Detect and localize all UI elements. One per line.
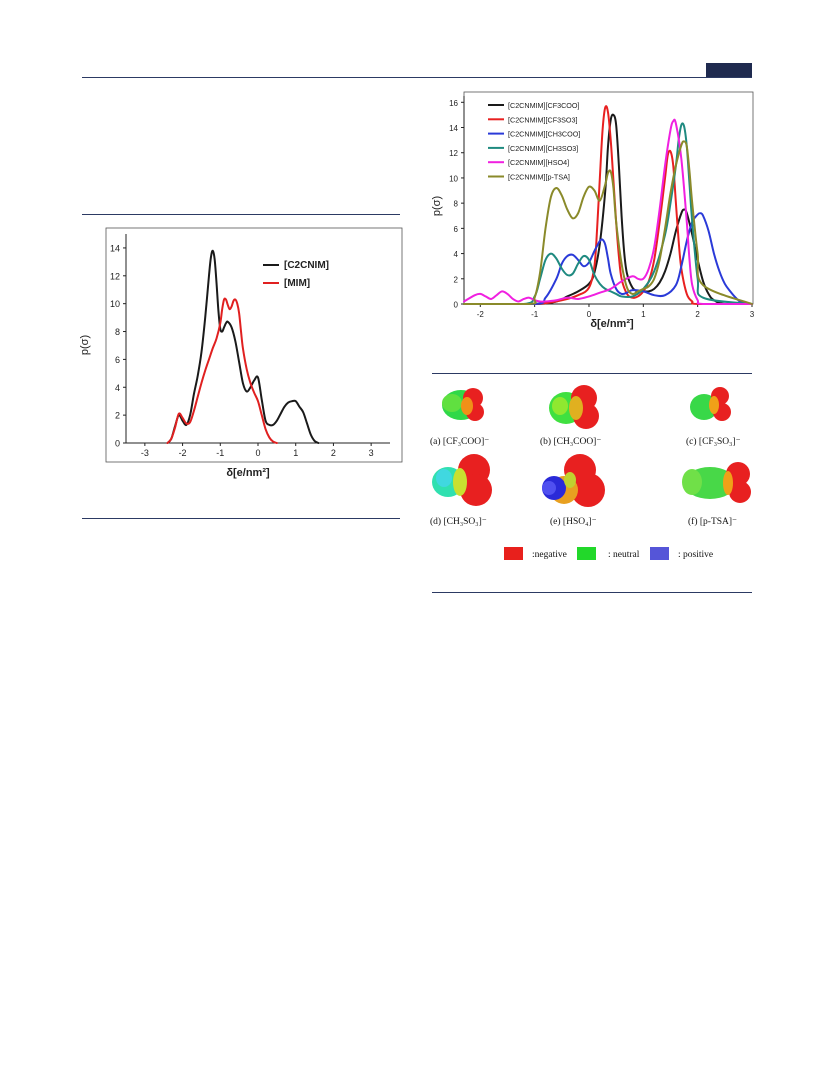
molecule-label-c: (c) [CF₃SO₃]⁻: [686, 436, 741, 447]
series-line-4: [463, 118, 753, 305]
x-axis-label: δ[e/nm²]: [226, 467, 270, 479]
x-tick-label: 3: [750, 310, 755, 319]
chart-frame: [105, 227, 403, 463]
molecule-label-f: (f) [p-TSA]⁻: [688, 516, 737, 527]
y-tick-label: 12: [449, 149, 458, 158]
y-tick-label: 2: [115, 411, 120, 421]
molecule-label-d: (d) [CH₃SO₃]⁻: [430, 516, 487, 527]
x-tick-label: 1: [293, 448, 298, 458]
legend-label-positive: : positive: [678, 550, 713, 560]
y-tick-label: 14: [110, 243, 120, 253]
y-tick-label: 8: [454, 200, 459, 209]
series-line-5: [463, 140, 753, 305]
x-tick-label: -2: [477, 310, 485, 319]
series-line-0: [166, 249, 320, 444]
legend-label-mim: [MIM]: [284, 278, 310, 289]
y-tick-label: 10: [110, 299, 120, 309]
series-line-1: [166, 297, 278, 444]
y-tick-label: 8: [115, 327, 120, 337]
legend-label-0: [C2CNMIM][CF3COO]: [508, 101, 579, 110]
y-tick-label: 14: [449, 124, 458, 133]
y-tick-label: 4: [454, 250, 459, 259]
figure-bottom-rule-left: [82, 518, 400, 519]
molecule-p-tsa: [682, 462, 751, 503]
molecule-label-b: (b) [CH₃COO]⁻: [540, 436, 601, 447]
molecule-surface-figure: (a) [CF₃COO]⁻ (b) [CH₃COO]⁻ (c) [CF₃SO₃]…: [430, 385, 751, 560]
y-axis-label: p(σ): [431, 196, 443, 216]
y-tick-label: 6: [454, 225, 459, 234]
x-tick-label: -1: [531, 310, 539, 319]
legend-swatch-negative: [504, 547, 523, 560]
y-tick-label: 10: [449, 174, 458, 183]
y-tick-label: 2: [454, 275, 459, 284]
molecule-hso4: [542, 454, 605, 507]
y-tick-label: 4: [115, 383, 120, 393]
y-tick-label: 16: [449, 99, 458, 108]
x-tick-label: 2: [695, 310, 700, 319]
y-tick-label: 12: [110, 271, 120, 281]
y-axis-label: p(σ): [79, 335, 91, 355]
legend-label-5: [C2CNMIM][p-TSA]: [508, 173, 570, 182]
x-tick-label: 2: [331, 448, 336, 458]
y-tick-label: 0: [115, 439, 120, 449]
x-axis-label: δ[e/nm²]: [590, 318, 634, 330]
legend-label-4: [C2CNMIM][HSO4]: [508, 158, 569, 167]
legend-swatch-positive: [650, 547, 669, 560]
molecule-cf3coo: [442, 388, 484, 421]
y-tick-label: 6: [115, 355, 120, 365]
x-tick-label: -1: [216, 448, 224, 458]
legend-label-3: [C2CNMIM][CH3SO3]: [508, 144, 578, 153]
series-line-3: [463, 122, 753, 305]
legend-swatch-neutral: [577, 547, 596, 560]
x-tick-label: -3: [141, 448, 149, 458]
y-tick-label: 0: [454, 301, 459, 310]
x-tick-label: 0: [255, 448, 260, 458]
x-tick-label: -2: [179, 448, 187, 458]
molecule-ch3coo: [549, 385, 599, 429]
legend-label-negative: :negative: [532, 550, 567, 560]
molecule-cf3so3: [690, 387, 731, 421]
legend-label-c2cnim: [C2CNIM]: [284, 260, 329, 271]
legend-label-1: [C2CNMIM][CF3SO3]: [508, 115, 578, 124]
figure-top-rule-left: [82, 214, 400, 215]
molecule-ch3so3: [432, 454, 492, 506]
figure-top-rule-right: [432, 373, 752, 374]
molecule-label-e: (e) [HSO₄]⁻: [550, 516, 597, 527]
header-rule: [82, 77, 752, 78]
legend-label-2: [C2CNMIM][CH3COO]: [508, 130, 580, 139]
legend-label-neutral: : neutral: [608, 550, 640, 560]
x-tick-label: 1: [641, 310, 646, 319]
molecule-label-a: (a) [CF₃COO]⁻: [430, 436, 489, 447]
x-tick-label: 3: [369, 448, 374, 458]
header-page-box: [706, 63, 752, 77]
x-tick-label: 0: [587, 310, 592, 319]
figure-bottom-rule-right: [432, 592, 752, 593]
